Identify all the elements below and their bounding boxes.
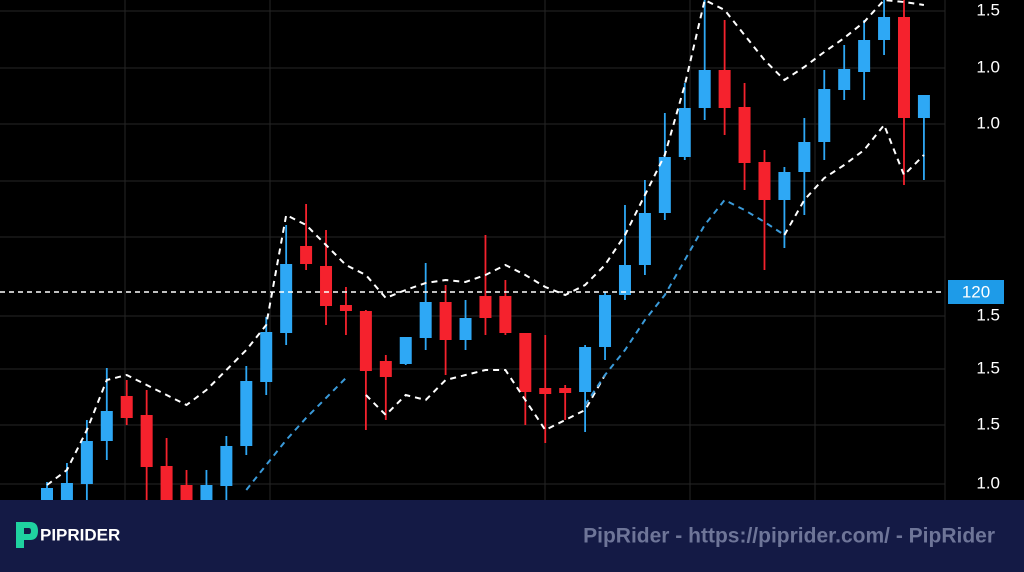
candle-body xyxy=(140,415,153,467)
candle-body xyxy=(698,70,711,108)
y-axis-label: 1.0 xyxy=(976,57,1000,76)
candle-body xyxy=(878,17,891,40)
candle-body xyxy=(519,333,532,392)
candle-body xyxy=(818,89,831,142)
candle-body xyxy=(320,266,333,306)
band-line xyxy=(46,0,925,486)
candle-body xyxy=(260,332,273,382)
y-axis-label: 1.5 xyxy=(976,358,1000,377)
band-line xyxy=(365,123,925,432)
footer-bar xyxy=(0,500,1024,572)
band-line xyxy=(245,198,785,491)
price-label: 120 xyxy=(962,282,990,301)
y-axis-label: 1.0 xyxy=(976,113,1000,132)
candle-body xyxy=(559,388,572,393)
candle-body xyxy=(439,302,452,340)
candle-body xyxy=(778,172,791,200)
marks xyxy=(0,0,945,500)
candle-body xyxy=(618,265,631,295)
candle-body xyxy=(41,488,53,500)
candle-body xyxy=(758,162,771,200)
candle-body xyxy=(539,388,552,394)
candle-body xyxy=(459,318,472,340)
candle-body xyxy=(280,264,293,333)
candle-body xyxy=(60,483,73,500)
candle-body xyxy=(798,142,811,172)
candle-body xyxy=(120,396,133,418)
candle-body xyxy=(897,17,910,118)
candle-body xyxy=(339,305,352,311)
candle-body xyxy=(579,347,592,392)
candle-body xyxy=(838,69,851,90)
logo-text: PIPRIDER xyxy=(40,525,120,544)
candle-body xyxy=(80,441,93,484)
candle-body xyxy=(379,361,392,377)
candle-body xyxy=(678,108,691,157)
candle-body xyxy=(718,70,731,108)
y-axis-label: 1.5 xyxy=(976,414,1000,433)
candle-body xyxy=(180,485,193,500)
candle-body xyxy=(399,337,412,364)
price-label-box xyxy=(948,280,1004,304)
logo: PIPRIDER xyxy=(16,522,120,548)
candle-body xyxy=(160,466,173,500)
candle-body xyxy=(419,302,432,338)
candle-body xyxy=(220,446,233,486)
y-axis-label: 1.5 xyxy=(976,305,1000,324)
candle-body xyxy=(499,296,512,333)
candle-body xyxy=(858,40,871,72)
candle-body xyxy=(917,95,930,118)
candle-body xyxy=(300,246,313,264)
candle-body xyxy=(599,295,612,347)
candle-body xyxy=(240,381,253,446)
candle-body xyxy=(638,213,651,265)
candle-body xyxy=(738,107,751,163)
watermark: PipRider - https://piprider.com/ - PipRi… xyxy=(583,525,995,548)
candle-body xyxy=(359,311,372,371)
y-axis-label: 1.0 xyxy=(976,473,1000,492)
logo-icon xyxy=(16,522,38,548)
y-axis-label: 1.5 xyxy=(976,0,1000,19)
candle-body xyxy=(658,157,671,213)
candle-body xyxy=(200,485,213,500)
candle-body xyxy=(100,411,113,441)
candle-body xyxy=(479,296,492,318)
